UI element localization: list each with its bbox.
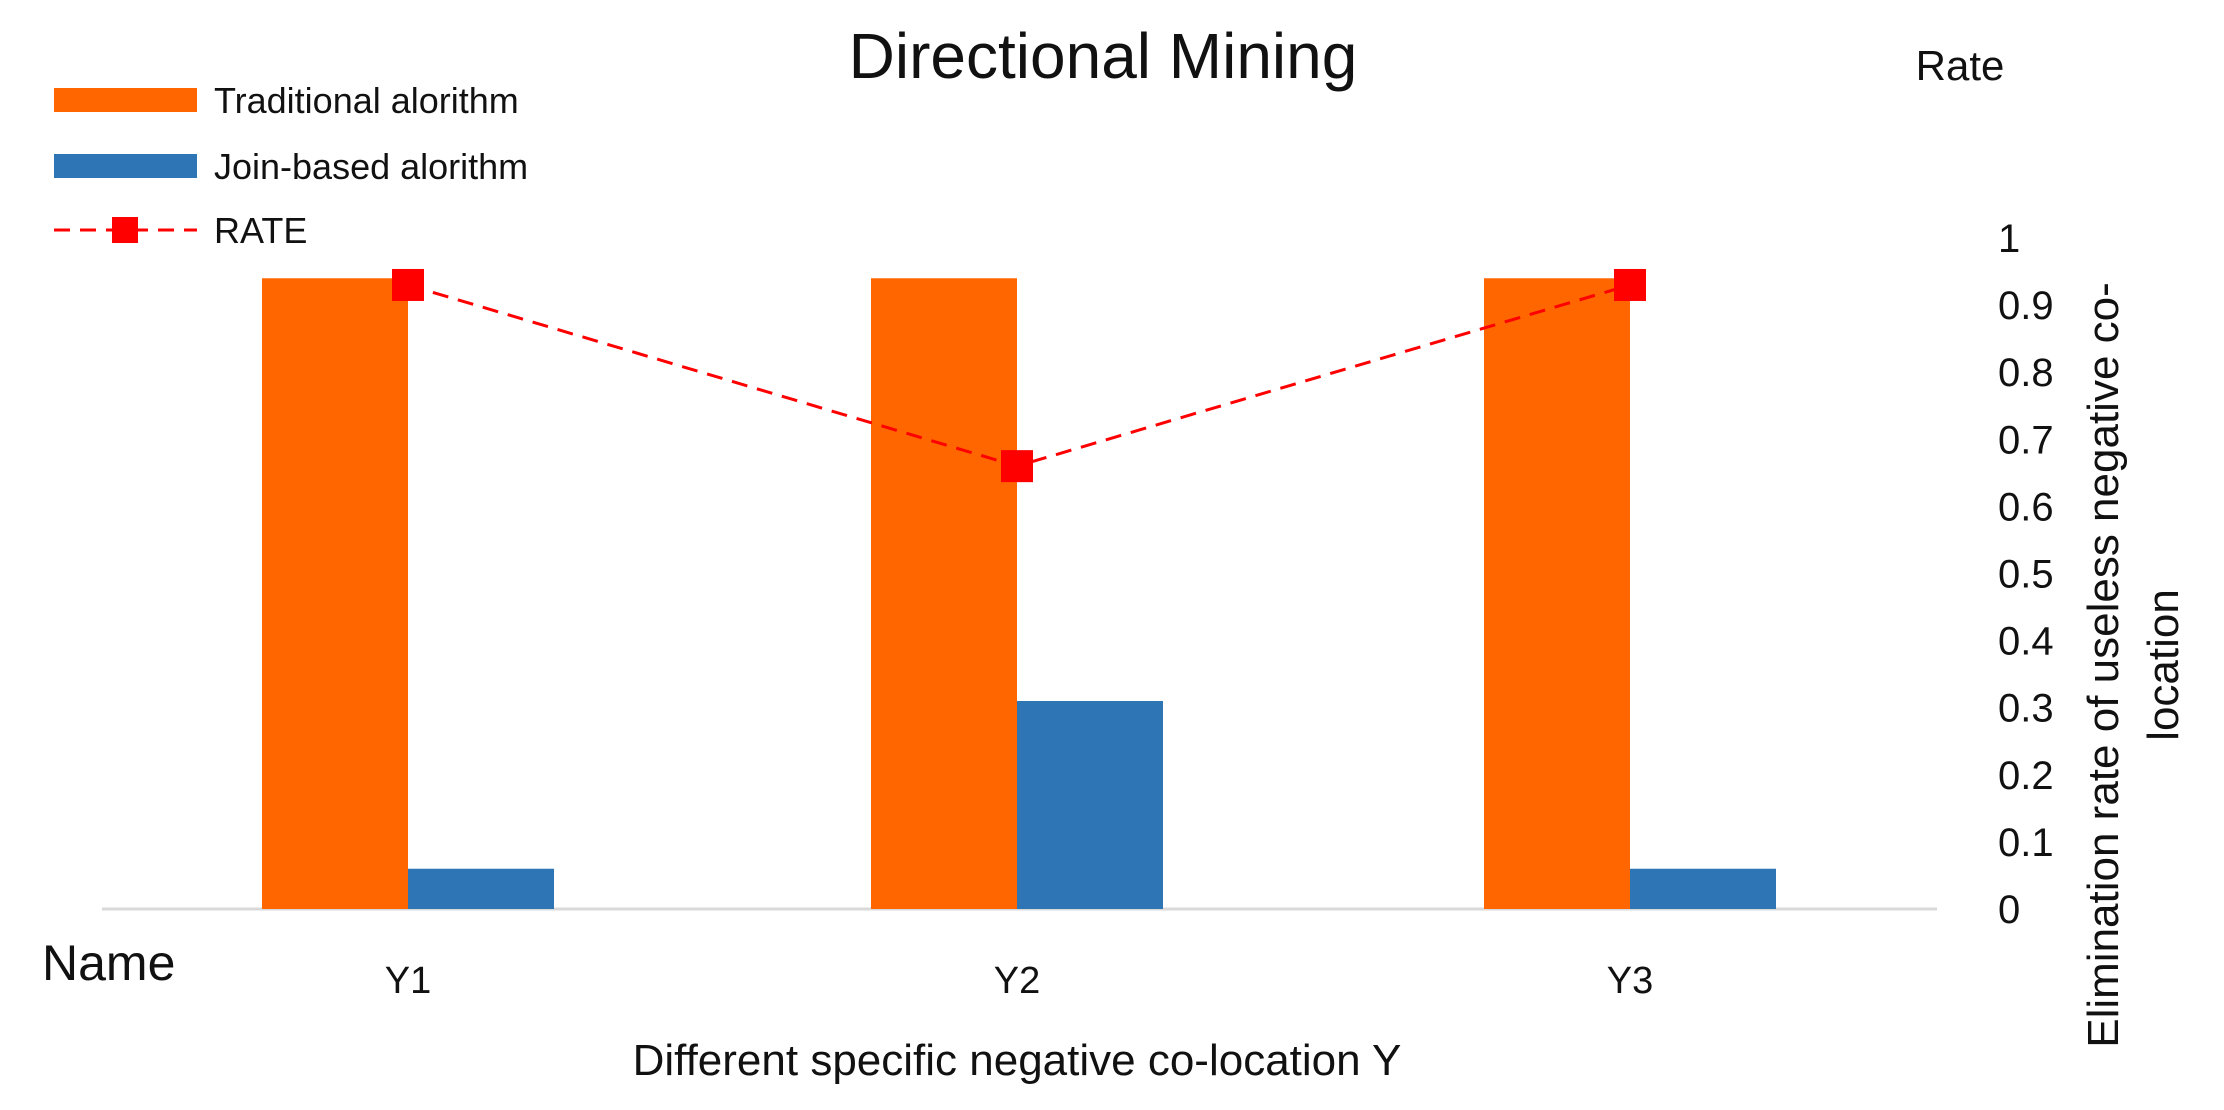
bar-traditional-y3: [1484, 278, 1630, 909]
bars-group: [262, 278, 1776, 909]
y2-tick-label: 0: [1998, 888, 2020, 932]
y2-axis-label-line-2: location: [2139, 589, 2188, 741]
x-tick-label-y2: Y2: [994, 960, 1040, 1002]
bar-join-based-y3: [1630, 868, 1776, 909]
legend-label-join-based: Join-based alorithm: [214, 146, 528, 187]
legend-swatch-traditional: [54, 88, 197, 112]
legend-swatch-join-based: [54, 154, 197, 178]
y2-tick-label: 0.9: [1998, 284, 2054, 328]
y2-tick-label: 0.2: [1998, 754, 2054, 798]
rate-line-group: [392, 268, 1646, 483]
rate-marker-y3: [1614, 268, 1646, 301]
rate-marker-y1: [392, 268, 424, 301]
y2-axis-label-line-1: Elimination rate of useless negative co-: [2079, 282, 2128, 1048]
y2-tick-label: 1: [1998, 217, 2020, 261]
legend-label-rate: RATE: [214, 210, 307, 251]
bar-traditional-y2: [871, 278, 1017, 909]
legend: Traditional alorithm Join-based alorithm R…: [54, 80, 528, 251]
y2-axis-title: Rate: [1916, 42, 2005, 89]
y2-axis-ticks: 0 0.1 0.2 0.3 0.4 0.5 0.6 0.7 0.8 0.9 1: [1998, 217, 2054, 932]
y2-tick-label: 0.4: [1998, 620, 2054, 664]
bar-join-based-y1: [408, 868, 554, 909]
bar-traditional-y1: [262, 278, 408, 909]
y2-tick-label: 0.6: [1998, 485, 2054, 529]
y2-tick-label: 0.1: [1998, 821, 2054, 865]
y2-tick-label: 0.8: [1998, 351, 2054, 395]
x-axis-ticks: Y1 Y2 Y3: [385, 960, 1653, 1002]
rate-marker-y2: [1001, 450, 1033, 483]
y2-tick-label: 0.5: [1998, 553, 2054, 597]
x-tick-label-y3: Y3: [1607, 960, 1653, 1002]
bar-join-based-y2: [1017, 700, 1163, 909]
rate-line: [407, 283, 1631, 468]
legend-swatch-rate-marker: [112, 217, 138, 243]
y2-tick-label: 0.7: [1998, 418, 2054, 462]
chart-title: Directional Mining: [849, 20, 1358, 92]
y2-axis-label: Elimination rate of useless negative co-…: [2079, 282, 2188, 1048]
y2-tick-label: 0.3: [1998, 687, 2054, 731]
legend-label-traditional: Traditional alorithm: [214, 80, 519, 121]
x-axis-label: Different specific negative co-location …: [633, 1036, 1402, 1085]
x-tick-label-y1: Y1: [385, 960, 431, 1002]
category-axis-label: Name: [42, 935, 175, 991]
